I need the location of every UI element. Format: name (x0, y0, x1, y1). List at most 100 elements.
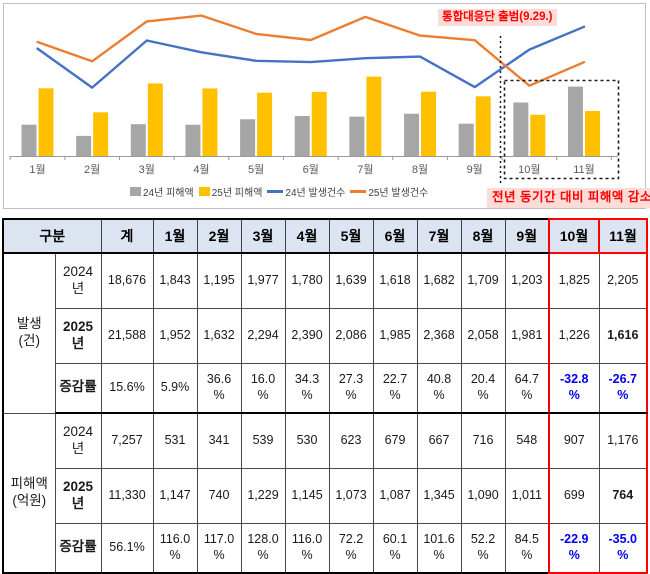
row-group-label: 발생 (건) (2, 252, 56, 414)
table-cell: 7,257 (100, 412, 154, 469)
table-cell: 2,294 (240, 307, 286, 364)
x-axis-label: 3월 (139, 163, 155, 176)
table-cell: 128.0% (240, 522, 286, 574)
table-cell: 101.6% (416, 522, 462, 574)
table-cell: 1,618 (372, 252, 418, 309)
table-col-header: 1월 (152, 218, 198, 254)
row-label: 2025 년 (54, 307, 102, 364)
table-row: 증감률 56.1% 116.0% 117.0% 128.0% 116.0% 72.2% 60.… (3, 522, 648, 574)
table-cell: 716 (460, 412, 506, 469)
table-cell: 667 (416, 412, 462, 469)
x-axis-label: 5월 (248, 163, 264, 176)
bar-25년 피해액 (366, 76, 382, 156)
table-cell: 52.2% (460, 522, 506, 574)
x-axis-label: 1월 (29, 163, 45, 176)
bar-24년 피해액 (568, 86, 583, 156)
table-cell: 5.9% (152, 362, 198, 414)
table-cell: 18,676 (100, 252, 154, 309)
table-cell: 1,203 (504, 252, 550, 309)
x-axis-label: 11월 (573, 163, 595, 176)
table-cell: 907 (548, 412, 600, 469)
table-col-header: 6월 (372, 218, 418, 254)
table-col-header: 7월 (416, 218, 462, 254)
table-cell: 22.7% (372, 362, 418, 414)
table-cell: 1,985 (372, 307, 418, 364)
x-axis-label: 4월 (193, 163, 209, 176)
bar-24년 피해액 (21, 124, 37, 156)
table-row: 피해액 (억원) 2024 년 7,257 531 341 539 530 623 679 667 71… (2, 412, 648, 574)
row-label: 증감률 (54, 522, 102, 574)
table-col-header: 8월 (460, 218, 506, 254)
row-label: 2024 년 (54, 252, 102, 309)
legend-label: 25년 발생건수 (368, 188, 429, 199)
legend-item: 24년 발생건수 (267, 184, 345, 199)
table-col-header: 3월 (240, 218, 286, 254)
x-axis-label: 8월 (412, 163, 428, 176)
bar-25년 피해액 (147, 83, 163, 156)
table-cell: 2,086 (328, 307, 374, 364)
bar-25년 피해액 (93, 112, 109, 156)
legend-swatch-bar-icon (130, 187, 141, 196)
table-cell: 1,952 (152, 307, 198, 364)
x-axis-label: 2월 (84, 163, 100, 176)
table-cell: 1,345 (416, 467, 462, 524)
table-cell: 2,368 (416, 307, 462, 364)
table-cell: 1,709 (460, 252, 506, 309)
table-cell: 764 (598, 467, 648, 524)
data-table: 구분 계 1월 2월 3월 4월 5월 6월 7월 8월 9월 10월 11월 발생 (건) 2024 년 18,… (2, 218, 648, 574)
table-cell: -32.8% (548, 362, 600, 414)
table-cell: 1,090 (460, 467, 506, 524)
table-cell: 740 (196, 467, 242, 524)
table-col-header: 11월 (598, 218, 648, 254)
bar-25년 피해액 (585, 110, 600, 156)
table-cell: 117.0% (196, 522, 242, 574)
legend-swatch-line-icon (350, 190, 367, 193)
table-cell: 56.1% (100, 522, 154, 574)
table-cell: 531 (152, 412, 198, 469)
table-cell: 1,087 (372, 467, 418, 524)
line-25년 발생건수 (36, 14, 586, 87)
bar-24년 피해액 (349, 116, 365, 156)
table-cell: 34.3% (284, 362, 330, 414)
table-row: 2025 년 21,588 1,952 1,632 2,294 2,390 2,086 1,98… (3, 307, 648, 364)
table-corner-header: 구분 (2, 218, 102, 254)
table-col-header: 2월 (196, 218, 242, 254)
table-cell: 548 (504, 412, 550, 469)
table-cell: 27.3% (328, 362, 374, 414)
chart-panel: 1월 2월 3월 4월 5월 6월 7월 8월 9월 10월 11월 통합대응단 출범(9.29.)… (0, 0, 650, 211)
bar-25년 피해액 (530, 114, 546, 156)
bar-25년 피해액 (311, 91, 327, 156)
table-cell: 15.6% (100, 362, 154, 414)
table-col-header: 9월 (504, 218, 550, 254)
table-cell: 16.0% (240, 362, 286, 414)
table-cell: 1,843 (152, 252, 198, 309)
table-cell: 21,588 (100, 307, 154, 364)
bar-24년 피해액 (458, 123, 474, 156)
table-cell: 679 (372, 412, 418, 469)
table-cell: 1,616 (598, 307, 648, 364)
row-label: 2024 년 (54, 412, 102, 469)
table-cell: 84.5% (504, 522, 550, 574)
table-cell: 64.7% (504, 362, 550, 414)
table-cell: 1,195 (196, 252, 242, 309)
legend-swatch-bar-icon (198, 187, 210, 196)
table-cell: 1,977 (240, 252, 286, 309)
x-axis-label: 6월 (303, 163, 319, 176)
table-cell: 341 (196, 412, 242, 469)
line-24년 발생건수 (36, 25, 586, 89)
bar-24년 피해액 (185, 124, 201, 156)
table-cell: 1,780 (284, 252, 330, 309)
bar-24년 피해액 (130, 124, 146, 156)
legend-item: 25년 발생건수 (350, 184, 428, 199)
chart-legend: 24년 피해액 25년 피해액 24년 발생건수 25년 발생건수 (130, 184, 431, 199)
bar-24년 피해액 (513, 102, 529, 156)
table-cell: 2,205 (598, 252, 648, 309)
table-row: 2025 년 11,330 1,147 740 1,229 1,145 1,073 1,087 1… (3, 467, 648, 524)
bar-25년 피해액 (202, 88, 218, 156)
legend-swatch-line-icon (267, 190, 284, 193)
table-cell: 2,390 (284, 307, 330, 364)
table-col-header: 4월 (284, 218, 330, 254)
table-cell: -26.7% (598, 362, 648, 414)
highlight-dashed-box (503, 79, 620, 180)
combo-chart: 1월 2월 3월 4월 5월 6월 7월 8월 9월 10월 11월 (3, 3, 646, 209)
